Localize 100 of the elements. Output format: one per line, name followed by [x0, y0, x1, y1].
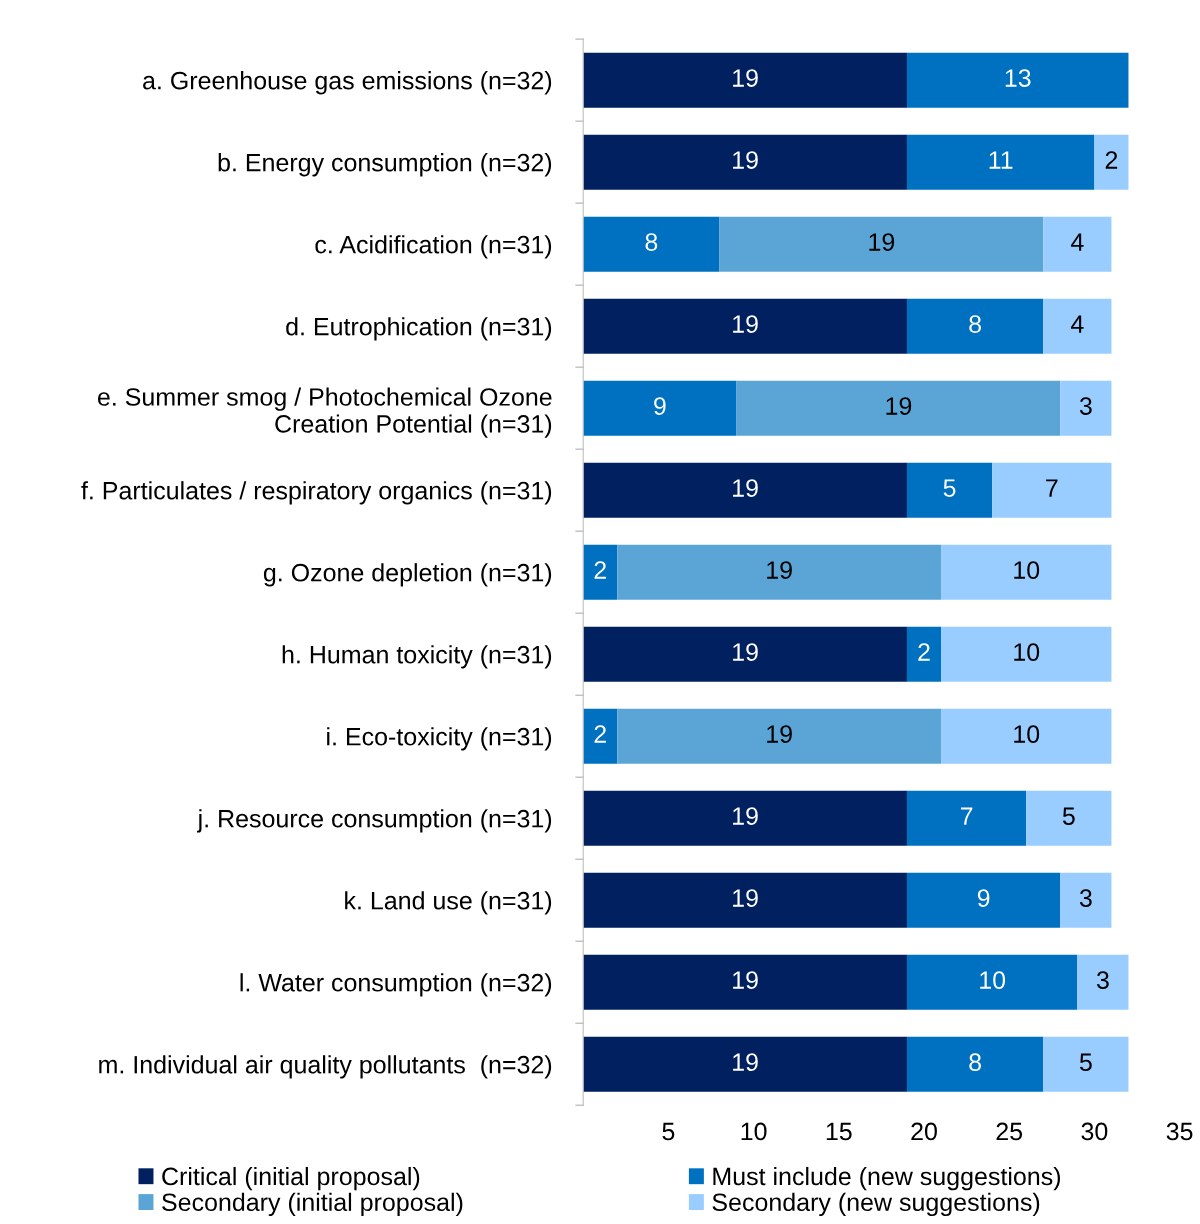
data-label: 19	[733, 315, 758, 333]
legend-label: Critical (initial proposal)	[162, 1166, 420, 1191]
y-tick-label: e. Summer smog / Photochemical Ozone Creation Potential (n=31)	[97, 387, 552, 438]
y-tick-label: m. Individual air quality pollutants (n=32)	[99, 1055, 552, 1079]
y-tick-label: g. Ozone depletion (n=31)	[263, 563, 552, 587]
data-label: 3	[1079, 889, 1092, 907]
bar	[941, 708, 1112, 764]
bar	[1060, 872, 1112, 928]
data-label: 19	[767, 725, 792, 743]
bar	[1094, 134, 1129, 190]
y-tick-label: k. Land use (n=31)	[345, 891, 552, 915]
data-label: 5	[943, 479, 956, 497]
bar	[583, 544, 618, 600]
bar	[1043, 298, 1112, 354]
bar	[1060, 380, 1112, 436]
bar	[583, 52, 907, 108]
bar	[906, 52, 1129, 108]
legend-label: Secondary (initial proposal)	[162, 1192, 463, 1217]
data-label: 19	[733, 971, 758, 989]
data-label: 4	[1070, 315, 1084, 333]
data-label: 3	[1079, 397, 1092, 415]
bar	[906, 1036, 1044, 1092]
x-tick-label: 35	[1166, 1122, 1193, 1141]
bar	[906, 462, 993, 518]
data-label: 4	[1070, 233, 1084, 251]
data-label: 10	[1014, 643, 1040, 661]
bar	[583, 1036, 907, 1092]
y-tick-label: l. Water consumption (n=32)	[240, 973, 552, 997]
bar	[583, 216, 720, 272]
data-label: 10	[1014, 561, 1040, 579]
data-label: 19	[733, 889, 758, 907]
bar	[736, 380, 1061, 436]
y-tick-label: a. Greenhouse gas emissions (n=32)	[143, 71, 552, 95]
bar	[906, 790, 1027, 846]
bar	[583, 626, 907, 682]
data-label: 11	[989, 151, 1013, 169]
x-tick-label: 5	[662, 1122, 675, 1141]
y-tick-label: f. Particulates / respiratory organics (n=31)	[81, 481, 552, 505]
bar	[583, 954, 907, 1010]
data-label: 5	[1062, 807, 1075, 825]
data-label: 9	[654, 397, 666, 415]
bar	[583, 790, 907, 846]
bar	[583, 134, 907, 190]
bar	[992, 462, 1112, 518]
data-label: 8	[969, 315, 981, 333]
y-tick-label: d. Eutrophication (n=31)	[286, 317, 552, 341]
bar	[1026, 790, 1112, 846]
data-label: 5	[1079, 1053, 1092, 1071]
y-tick-label: b. Energy consumption (n=32)	[218, 153, 552, 177]
data-label: 3	[1096, 971, 1109, 989]
bar	[906, 954, 1078, 1010]
x-tick-label: 10	[741, 1122, 767, 1141]
legend-label: Must include (new suggestions)	[713, 1166, 1060, 1191]
data-label: 19	[733, 643, 758, 661]
bar	[1077, 954, 1129, 1010]
bar	[1043, 216, 1112, 272]
data-label: 19	[733, 1053, 758, 1071]
y-tick-label: j. Resource consumption (n=31)	[197, 809, 552, 833]
data-label: 7	[960, 807, 973, 825]
data-label: 19	[733, 151, 758, 169]
y-tick-label: c. Acidification (n=31)	[315, 235, 552, 259]
bar	[906, 298, 1044, 354]
bar	[583, 462, 907, 518]
bar	[906, 872, 1061, 928]
data-label: 8	[645, 233, 658, 251]
data-label: 9	[977, 889, 990, 907]
data-label: 2	[594, 561, 606, 579]
data-label: 2	[594, 725, 606, 743]
bar	[941, 544, 1112, 600]
bar	[941, 626, 1112, 682]
legend-label: Secondary (new suggestions)	[712, 1192, 1040, 1217]
x-tick-label: 15	[826, 1122, 852, 1141]
bar	[617, 708, 942, 764]
y-tick-label: h. Human toxicity (n=31)	[282, 645, 552, 669]
data-label: 7	[1046, 479, 1058, 497]
x-tick-label: 30	[1081, 1122, 1108, 1141]
data-label: 19	[767, 561, 792, 579]
bar	[583, 708, 618, 764]
x-tick-label: 25	[996, 1122, 1023, 1141]
data-label: 10	[1014, 725, 1040, 743]
data-label: 19	[733, 807, 758, 825]
data-label: 19	[886, 397, 912, 415]
bar	[617, 544, 942, 600]
bar	[583, 298, 907, 354]
data-label: 19	[869, 233, 895, 251]
y-tick-label: i. Eco-toxicity (n=31)	[327, 727, 552, 751]
data-label: 2	[918, 643, 930, 661]
data-label: 10	[980, 971, 1006, 989]
bar	[583, 380, 737, 436]
data-label: 19	[733, 479, 758, 497]
data-label: 2	[1105, 151, 1118, 169]
data-label: 8	[969, 1053, 981, 1071]
bar	[906, 626, 942, 682]
data-label: 13	[1005, 69, 1031, 87]
data-label: 19	[733, 69, 758, 87]
bar	[906, 134, 1095, 190]
bar	[1043, 1036, 1129, 1092]
bar	[583, 872, 907, 928]
x-tick-label: 20	[911, 1122, 937, 1141]
bar	[719, 216, 1044, 272]
